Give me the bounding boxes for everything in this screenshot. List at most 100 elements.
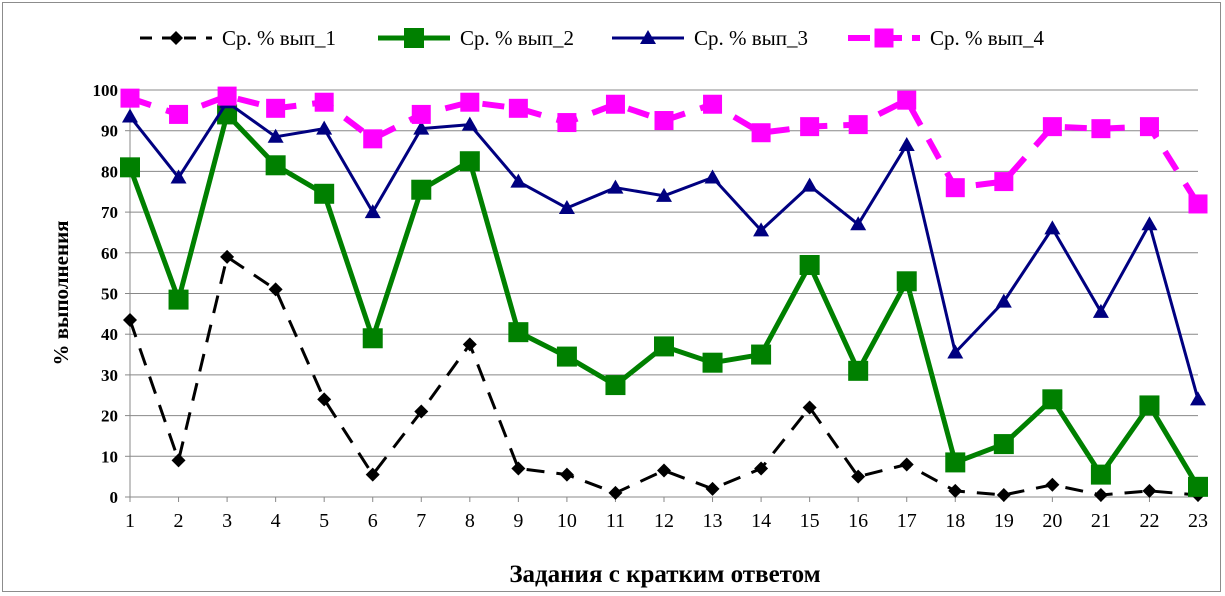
data-point <box>605 375 626 396</box>
data-point <box>559 467 574 482</box>
legend-marker <box>169 31 183 45</box>
data-point <box>314 92 334 112</box>
data-point <box>1142 483 1157 498</box>
legend-marker <box>874 28 894 48</box>
legend-label: Ср. % вып_2 <box>460 26 574 50</box>
data-point <box>996 487 1011 502</box>
y-tick-label: 0 <box>110 488 119 507</box>
legend: Ср. % вып_1 Ср. % вып_2 Ср. % вып_3 Ср. % в… <box>140 26 1045 50</box>
data-point <box>411 104 431 124</box>
x-tick-label: 19 <box>994 510 1014 532</box>
data-point <box>1045 477 1060 492</box>
data-point <box>848 115 868 135</box>
x-tick-label: 17 <box>897 510 917 532</box>
data-point <box>461 116 478 131</box>
y-tick-label: 40 <box>101 325 118 344</box>
series-2 <box>120 104 1208 497</box>
data-point <box>220 249 235 264</box>
legend-item: Ср. % вып_1 <box>140 26 336 50</box>
data-point <box>460 92 480 112</box>
data-point <box>122 108 138 123</box>
data-point <box>363 129 383 149</box>
data-point <box>1044 220 1061 235</box>
data-point <box>459 151 480 172</box>
x-tick-label: 12 <box>654 510 674 532</box>
data-point <box>411 179 432 200</box>
grid <box>130 89 1198 498</box>
data-point <box>947 344 964 359</box>
x-tick-label: 2 <box>174 510 184 532</box>
x-tick-label: 22 <box>1139 510 1159 532</box>
data-point <box>848 360 869 381</box>
data-point <box>898 136 915 151</box>
x-tick-label: 5 <box>319 510 329 532</box>
x-tick-label: 10 <box>557 510 577 532</box>
data-point <box>1139 117 1159 137</box>
data-point <box>169 104 189 124</box>
data-point <box>556 346 577 367</box>
data-point <box>654 111 674 131</box>
data-point <box>607 179 624 194</box>
data-point <box>994 172 1014 192</box>
data-point <box>1188 476 1208 497</box>
y-tick-label: 70 <box>101 203 118 222</box>
data-point <box>120 88 140 108</box>
x-tick-label: 7 <box>416 510 426 532</box>
data-point <box>705 481 720 496</box>
x-tick-label: 18 <box>945 510 965 532</box>
x-tick-label: 13 <box>703 510 723 532</box>
x-tick-label: 15 <box>800 510 820 532</box>
data-point <box>799 255 820 276</box>
data-point <box>557 113 577 133</box>
series-line <box>127 111 1201 489</box>
data-point <box>802 400 817 415</box>
data-point <box>413 120 430 135</box>
y-tick-label: 50 <box>101 285 118 304</box>
data-point <box>753 222 770 237</box>
legend-item: Ср. % вып_2 <box>378 26 574 50</box>
data-point <box>754 461 769 476</box>
data-point <box>316 120 333 135</box>
data-point <box>362 328 383 349</box>
legend-marker <box>640 30 656 44</box>
data-point <box>170 169 187 184</box>
data-point <box>1139 395 1160 416</box>
series-1 <box>123 249 1205 502</box>
data-point <box>995 293 1012 308</box>
series-layer <box>120 86 1208 502</box>
data-point <box>851 469 866 484</box>
x-axis-title: Задания с кратким ответом <box>509 561 820 588</box>
data-point <box>558 200 575 215</box>
series-line <box>128 255 1199 497</box>
data-point <box>800 117 820 137</box>
legend-item: Ср. % вып_3 <box>612 26 808 50</box>
data-point <box>896 271 917 292</box>
data-point <box>751 344 772 365</box>
data-point <box>508 322 529 343</box>
data-point <box>945 452 966 473</box>
data-point <box>751 123 771 143</box>
y-tick-label: 10 <box>101 447 118 466</box>
series-4 <box>120 86 1208 214</box>
data-point <box>899 457 914 472</box>
legend-label: Ср. % вып_1 <box>222 26 336 50</box>
data-point <box>1090 464 1111 485</box>
data-point <box>654 336 674 357</box>
data-point <box>314 183 335 204</box>
series-3 <box>122 94 1206 406</box>
y-axis-title: % выполнения <box>49 220 73 365</box>
data-point <box>1190 391 1206 406</box>
data-point <box>267 128 284 143</box>
data-point <box>608 485 623 500</box>
legend-label: Ср. % вып_4 <box>930 26 1045 50</box>
data-point <box>702 352 723 373</box>
y-tick-label: 30 <box>101 366 118 385</box>
y-tick-label: 100 <box>93 81 119 100</box>
data-point <box>704 169 721 184</box>
data-point <box>123 312 137 327</box>
data-point <box>1092 303 1109 318</box>
data-point <box>1042 389 1063 410</box>
data-point <box>268 282 283 297</box>
data-point <box>317 392 332 407</box>
